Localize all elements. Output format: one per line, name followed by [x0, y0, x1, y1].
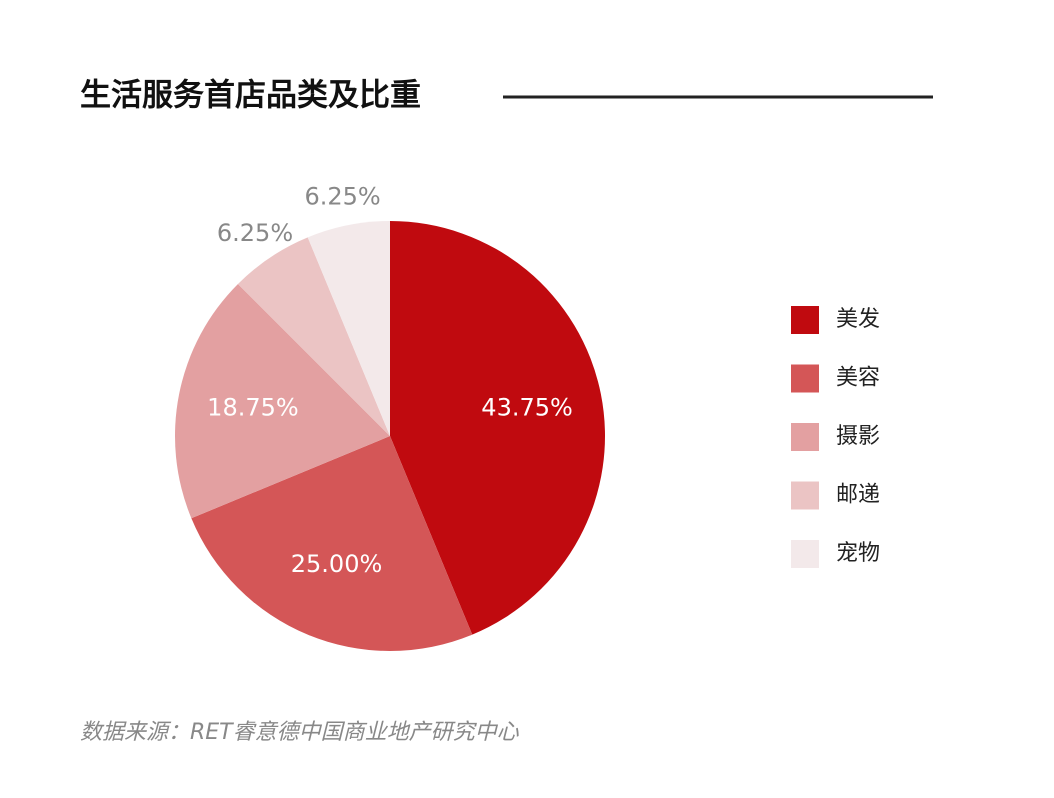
legend-label: 邮递	[836, 483, 880, 508]
chart-title: 生活服务首店品类及比重	[80, 78, 421, 114]
legend-swatch	[791, 423, 819, 451]
value-label: 18.75%	[207, 394, 299, 422]
legend-label: 宠物	[836, 541, 880, 566]
legend-swatch	[791, 364, 819, 393]
legend-label: 摄影	[836, 424, 880, 449]
legend-swatch	[791, 306, 819, 334]
value-label: 6.25%	[217, 219, 293, 247]
pie-slice	[191, 436, 473, 652]
pie-slice	[307, 221, 390, 436]
pie-slice	[390, 221, 606, 635]
value-label: 43.75%	[481, 394, 573, 422]
pie-slice	[175, 283, 390, 519]
legend-swatch	[791, 540, 819, 568]
legend-label: 美容	[836, 366, 880, 391]
legend-swatch	[791, 481, 819, 510]
source-note: 数据来源：RET睿意德中国商业地产研究中心	[80, 720, 520, 745]
value-label: 6.25%	[304, 183, 380, 211]
value-label: 25.00%	[291, 550, 383, 578]
pie-slice	[237, 237, 390, 436]
legend-label: 美发	[836, 307, 880, 332]
